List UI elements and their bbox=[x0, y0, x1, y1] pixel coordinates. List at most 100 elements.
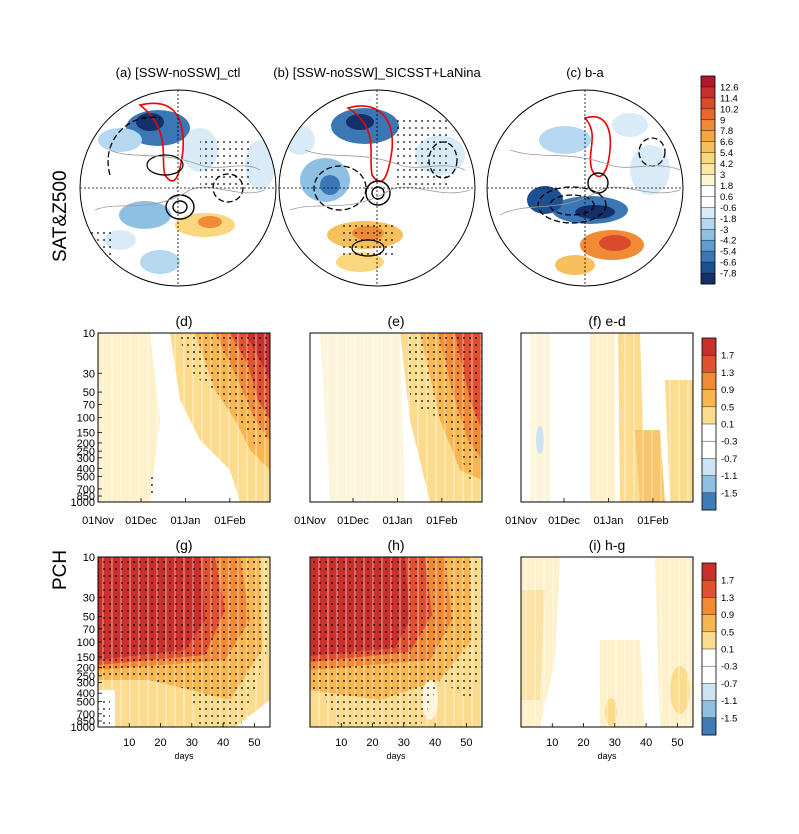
colorbar-swatch bbox=[701, 97, 715, 110]
x-tick-label: 40 bbox=[429, 737, 441, 749]
y-tick-label: 300 bbox=[77, 453, 95, 465]
colorbar-swatch bbox=[701, 240, 715, 252]
x-tick-label: 01Feb bbox=[426, 515, 457, 527]
map-title-c: (c) b-a bbox=[566, 65, 604, 80]
x-tick-label: 01Jan bbox=[382, 515, 412, 527]
colorbar-swatch bbox=[701, 130, 715, 142]
colorbar-swatch bbox=[701, 229, 715, 241]
colorbar-swatch bbox=[702, 717, 716, 736]
colorbar-label: 0.9 bbox=[721, 610, 734, 621]
y-tick-label: 400 bbox=[77, 463, 95, 475]
panel-f: (f) e-d 01Nov 01Dec 01Jan 01Feb bbox=[505, 313, 694, 527]
colorbar-label: 11.4 bbox=[720, 93, 738, 104]
colorbar-label: 0.9 bbox=[721, 385, 734, 396]
y-tick-label: 500 bbox=[77, 472, 95, 484]
colorbar-label: -6.6 bbox=[720, 258, 736, 269]
colorbar-swatch bbox=[702, 614, 716, 633]
colorbar-swatch bbox=[701, 163, 715, 175]
colorbar-swatch bbox=[701, 273, 715, 285]
colorbar-label: 0.1 bbox=[721, 420, 734, 431]
x-tick-label: 30 bbox=[398, 737, 410, 749]
x-axis-d: 01Nov 01Dec 01Jan 01Feb bbox=[82, 498, 245, 527]
x-tick-label: 40 bbox=[217, 737, 229, 749]
x-tick-label: 50 bbox=[671, 737, 683, 749]
x-tick-label: 01Jan bbox=[593, 515, 623, 527]
y-tick-label: 10 bbox=[83, 328, 95, 340]
colorbar-label: 0.5 bbox=[721, 402, 734, 413]
colorbar-swatch bbox=[702, 372, 716, 390]
panel-title-f: (f) e-d bbox=[588, 313, 625, 329]
panel-d-field bbox=[98, 333, 270, 502]
x-tick-label: 20 bbox=[577, 737, 589, 749]
map-panel-b: (b) [SSW-noSSW]_SICSST+LaNina bbox=[273, 65, 482, 287]
y-tick-label: 150 bbox=[77, 427, 95, 439]
colorbar-swatch bbox=[702, 649, 716, 667]
colorbar-label: 10.2 bbox=[720, 104, 739, 115]
colorbar-swatch bbox=[701, 141, 715, 153]
x-axis-h: 10 20 30 40 50 bbox=[335, 723, 472, 749]
colorbar-swatch bbox=[701, 119, 715, 132]
x-label-i: days bbox=[597, 751, 617, 761]
y-tick-label: 100 bbox=[77, 413, 95, 425]
x-tick-label: 01Nov bbox=[505, 515, 537, 527]
panel-title-e: (e) bbox=[387, 313, 404, 329]
panel-f-field bbox=[521, 333, 693, 502]
panel-title-i: (i) h-g bbox=[589, 537, 626, 553]
colorbar-swatch bbox=[702, 441, 716, 459]
colorbar-swatch bbox=[702, 475, 716, 494]
colorbar-swatch bbox=[702, 631, 716, 650]
x-tick-label: 01Nov bbox=[294, 515, 326, 527]
x-tick-label: 10 bbox=[335, 737, 347, 749]
x-tick-label: 10 bbox=[546, 737, 558, 749]
colorbar-swatch bbox=[701, 207, 715, 219]
x-tick-label: 50 bbox=[248, 737, 260, 749]
x-tick-label: 30 bbox=[186, 737, 198, 749]
x-tick-label: 01Dec bbox=[337, 515, 369, 527]
y-tick-label: 1000 bbox=[71, 722, 95, 734]
colorbar-label: -1.5 bbox=[721, 488, 737, 499]
y-tick-label: 500 bbox=[77, 696, 95, 708]
y-tick-label: 200 bbox=[77, 438, 95, 450]
y-tick-label: 30 bbox=[83, 593, 95, 605]
colorbar-label: 1.7 bbox=[721, 576, 734, 587]
pch-colorbar-bottom: 1.7 1.3 0.9 0.5 0.1 -0.3 -0.7 -1.1 -1.5 bbox=[701, 562, 737, 736]
y-tick-label: 850 bbox=[77, 491, 95, 503]
y-tick-label: 400 bbox=[77, 688, 95, 700]
colorbar-label: 1.3 bbox=[721, 593, 734, 604]
panel-e: (e) 01Nov 01Dec 01Jan 01Feb bbox=[294, 313, 483, 527]
y-tick-label: 10 bbox=[83, 552, 95, 564]
colorbar-swatch bbox=[701, 174, 715, 186]
colorbar-label: 6.6 bbox=[720, 137, 733, 148]
panel-title-h: (h) bbox=[387, 537, 404, 553]
colorbar-swatch bbox=[702, 424, 716, 442]
y-tick-label: 1000 bbox=[71, 497, 95, 509]
pch-colorbar-middle: 1.7 1.3 0.9 0.5 0.1 -0.3 -0.7 -1.1 -1.5 bbox=[701, 337, 737, 511]
colorbar-swatch bbox=[701, 108, 715, 121]
colorbar-label: 3 bbox=[720, 170, 725, 181]
x-tick-label: 01Feb bbox=[214, 515, 245, 527]
colorbar-label: -0.6 bbox=[720, 203, 736, 214]
colorbar-swatch bbox=[701, 152, 715, 164]
y-tick-label: 700 bbox=[77, 484, 95, 496]
x-tick-label: 20 bbox=[154, 737, 166, 749]
x-label-h: days bbox=[386, 751, 406, 761]
colorbar-label: -3 bbox=[720, 225, 728, 236]
colorbar-swatch bbox=[702, 492, 716, 511]
colorbar-frame bbox=[700, 75, 716, 285]
panel-e-field bbox=[310, 333, 482, 502]
colorbar-label: -7.8 bbox=[720, 269, 736, 280]
x-axis-f: 01Nov 01Dec 01Jan 01Feb bbox=[505, 498, 668, 527]
colorbar-label: -1.5 bbox=[721, 713, 737, 724]
map-panel-a: (a) [SSW-noSSW]_ctl bbox=[79, 65, 277, 287]
colorbar-label: 0.6 bbox=[720, 192, 733, 203]
colorbar-label: 7.8 bbox=[720, 126, 733, 137]
colorbar-label: -0.3 bbox=[721, 662, 737, 673]
colorbar-label: 0.1 bbox=[721, 645, 734, 656]
map-panel-c: (c) b-a bbox=[486, 65, 684, 287]
row-label-bottom: PCH bbox=[50, 550, 71, 590]
map-colorbar: 12.611.410.297.86.65.44.231.80.6-0.6-1.8… bbox=[700, 75, 739, 285]
y-tick-label: 30 bbox=[83, 368, 95, 380]
x-tick-label: 10 bbox=[123, 737, 135, 749]
y-tick-label: 250 bbox=[77, 446, 95, 458]
